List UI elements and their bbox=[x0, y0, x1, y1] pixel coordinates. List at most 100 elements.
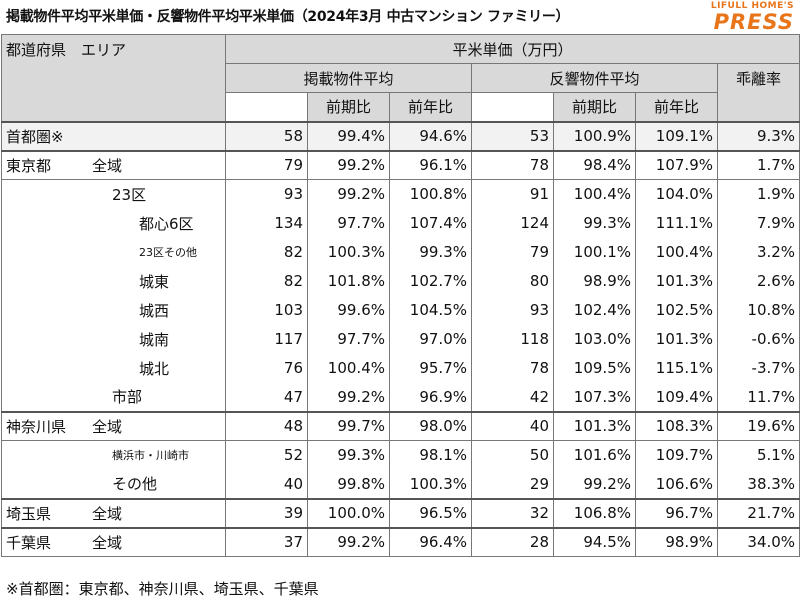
gap-rate-cell: 7.9% bbox=[716, 208, 800, 238]
inquiry-qoq-cell: 107.3% bbox=[553, 382, 636, 412]
listed-qoq-cell: 99.2% bbox=[307, 382, 390, 412]
area-label: 都心6区 bbox=[139, 214, 194, 233]
gap-rate-cell: 11.7% bbox=[716, 382, 800, 412]
table-row: 埼玉県 全域 39 100.0% 96.5% 32 106.8% 96.7% 21.7% bbox=[1, 497, 800, 528]
row-label: 城北 bbox=[1, 353, 226, 383]
inquiry-price-cell: 93 bbox=[471, 295, 554, 325]
area-label: その他 bbox=[112, 475, 158, 493]
listed-qoq-cell: 99.2% bbox=[307, 179, 390, 209]
area-label: 全域 bbox=[92, 417, 123, 436]
header-inquiry-qoq: 前期比 bbox=[553, 92, 636, 122]
listed-yoy-cell: 100.8% bbox=[389, 179, 472, 209]
inquiry-yoy-cell: 101.3% bbox=[635, 266, 718, 296]
logo-line2: PRESS bbox=[713, 10, 794, 34]
table-row: 首都圏※ 58 99.4% 94.6% 53 100.9% 109.1% 9.3% bbox=[1, 120, 800, 151]
listed-yoy-cell: 99.3% bbox=[389, 237, 472, 267]
gap-rate-cell: 10.8% bbox=[716, 295, 800, 325]
listed-price-cell: 76 bbox=[225, 353, 308, 383]
row-label: 城西 bbox=[1, 295, 226, 325]
inquiry-qoq-cell: 101.3% bbox=[553, 410, 636, 441]
inquiry-price-cell: 118 bbox=[471, 324, 554, 354]
listed-qoq-cell: 99.4% bbox=[307, 120, 390, 151]
listed-qoq-cell: 99.3% bbox=[307, 440, 390, 470]
row-label: 東京都 全域 bbox=[1, 149, 226, 180]
listed-price-cell: 82 bbox=[225, 266, 308, 296]
header-inquiry-yoy: 前年比 bbox=[635, 92, 718, 122]
listed-yoy-cell: 98.0% bbox=[389, 410, 472, 441]
listed-qoq-cell: 101.8% bbox=[307, 266, 390, 296]
inquiry-yoy-cell: 107.9% bbox=[635, 149, 718, 180]
inquiry-price-cell: 78 bbox=[471, 149, 554, 180]
listed-qoq-cell: 99.7% bbox=[307, 410, 390, 441]
listed-qoq-cell: 99.8% bbox=[307, 469, 390, 499]
listed-price-cell: 37 bbox=[225, 526, 308, 557]
listed-price-cell: 79 bbox=[225, 149, 308, 180]
table-row: その他 40 99.8% 100.3% 29 99.2% 106.6% 38.3% bbox=[1, 469, 800, 499]
gap-rate-cell: 9.3% bbox=[716, 120, 800, 151]
listed-yoy-cell: 97.0% bbox=[389, 324, 472, 354]
inquiry-yoy-cell: 98.9% bbox=[635, 526, 718, 557]
inquiry-qoq-cell: 98.9% bbox=[553, 266, 636, 296]
header-region: 都道府県 エリア bbox=[1, 34, 226, 122]
listed-qoq-cell: 99.2% bbox=[307, 149, 390, 180]
inquiry-price-cell: 53 bbox=[471, 120, 554, 151]
table-row: 23区 93 99.2% 100.8% 91 100.4% 104.0% 1.9% bbox=[1, 179, 800, 209]
logo-line1: LIFULL HOME'S bbox=[710, 1, 794, 11]
brand-logo: LIFULL HOME'S PRESS bbox=[711, 2, 794, 33]
inquiry-yoy-cell: 106.6% bbox=[635, 469, 718, 499]
page-title: 掲載物件平均平米単価・反響物件平均平米単価（2024年3月 中古マンション ファ… bbox=[6, 9, 570, 25]
inquiry-yoy-cell: 111.1% bbox=[635, 208, 718, 238]
listed-price-cell: 58 bbox=[225, 120, 308, 151]
listed-price-cell: 52 bbox=[225, 440, 308, 470]
row-label: 23区その他 bbox=[1, 237, 226, 267]
header-listed-blank bbox=[225, 92, 308, 122]
gap-rate-cell: 1.9% bbox=[716, 179, 800, 209]
inquiry-yoy-cell: 96.7% bbox=[635, 497, 718, 528]
listed-yoy-cell: 96.9% bbox=[389, 382, 472, 412]
area-label: 城東 bbox=[139, 272, 170, 291]
area-label: 23区その他 bbox=[139, 246, 197, 259]
listed-qoq-cell: 100.3% bbox=[307, 237, 390, 267]
table-row: 神奈川県 全域 48 99.7% 98.0% 40 101.3% 108.3% 19.6% bbox=[1, 410, 800, 441]
table-row: 城東 82 101.8% 102.7% 80 98.9% 101.3% 2.6% bbox=[1, 266, 800, 296]
inquiry-yoy-cell: 100.4% bbox=[635, 237, 718, 267]
header-listed: 掲載物件平均 bbox=[225, 63, 472, 93]
gap-rate-cell: 1.7% bbox=[716, 149, 800, 180]
prefecture-label: 東京都 bbox=[6, 156, 52, 175]
listed-price-cell: 103 bbox=[225, 295, 308, 325]
footnote: ※首都圏：東京都、神奈川県、埼玉県、千葉県 bbox=[6, 580, 319, 598]
prefecture-label: 埼玉県 bbox=[6, 504, 52, 523]
listed-yoy-cell: 102.7% bbox=[389, 266, 472, 296]
header-inquiry-blank bbox=[471, 92, 554, 122]
listed-yoy-cell: 100.3% bbox=[389, 469, 472, 499]
table-row: 城南 117 97.7% 97.0% 118 103.0% 101.3% -0.6% bbox=[1, 324, 800, 354]
inquiry-yoy-cell: 108.3% bbox=[635, 410, 718, 441]
row-label: 首都圏※ bbox=[1, 120, 226, 151]
inquiry-yoy-cell: 109.4% bbox=[635, 382, 718, 412]
gap-rate-cell: 38.3% bbox=[716, 469, 800, 499]
gap-rate-cell: 5.1% bbox=[716, 440, 800, 470]
inquiry-yoy-cell: 101.3% bbox=[635, 324, 718, 354]
inquiry-yoy-cell: 109.7% bbox=[635, 440, 718, 470]
gap-rate-cell: 21.7% bbox=[716, 497, 800, 528]
row-label: 城東 bbox=[1, 266, 226, 296]
inquiry-price-cell: 79 bbox=[471, 237, 554, 267]
listed-price-cell: 47 bbox=[225, 382, 308, 412]
table-row: 東京都 全域 79 99.2% 96.1% 78 98.4% 107.9% 1.7% bbox=[1, 149, 800, 180]
inquiry-price-cell: 50 bbox=[471, 440, 554, 470]
listed-price-cell: 39 bbox=[225, 497, 308, 528]
listed-price-cell: 82 bbox=[225, 237, 308, 267]
table-row: 城北 76 100.4% 95.7% 78 109.5% 115.1% -3.7% bbox=[1, 353, 800, 383]
area-label: 城西 bbox=[139, 301, 170, 320]
inquiry-qoq-cell: 100.1% bbox=[553, 237, 636, 267]
area-label: 全域 bbox=[92, 533, 123, 552]
area-label: 城南 bbox=[139, 330, 170, 349]
table-row: 都心6区 134 97.7% 107.4% 124 99.3% 111.1% 7.9% bbox=[1, 208, 800, 238]
row-label: 埼玉県 全域 bbox=[1, 497, 226, 528]
inquiry-qoq-cell: 109.5% bbox=[553, 353, 636, 383]
row-label: 千葉県 全域 bbox=[1, 526, 226, 557]
listed-yoy-cell: 104.5% bbox=[389, 295, 472, 325]
area-label: 城北 bbox=[139, 359, 170, 378]
price-table: 都道府県 エリア 平米単価（万円） 掲載物件平均 反響物件平均 乖離率 前期比 … bbox=[1, 34, 800, 557]
listed-yoy-cell: 98.1% bbox=[389, 440, 472, 470]
